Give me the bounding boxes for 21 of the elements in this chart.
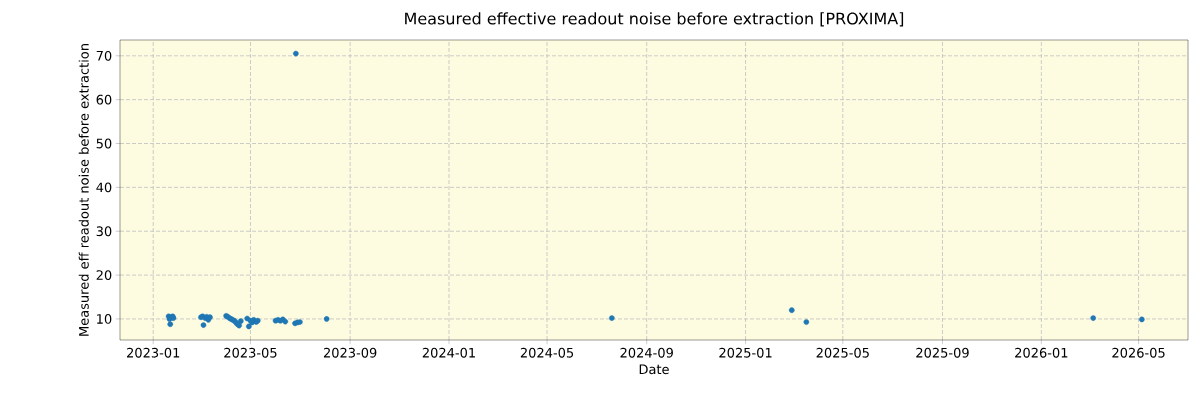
x-tick-label: 2026-01	[1015, 347, 1068, 358]
y-tick-label: 40	[96, 182, 112, 193]
chart-title: Measured effective readout noise before extraction [PROXIMA]	[405, 12, 904, 27]
x-tick-label: 2024-09	[620, 347, 673, 358]
y-axis-title: Measured eff readout noise before extraction	[78, 44, 89, 336]
x-tick-label: 2023-09	[323, 347, 377, 358]
x-tick-label: 2026-05	[1112, 347, 1165, 358]
x-tick-label: 2025-09	[916, 347, 969, 358]
y-tick-label: 20	[96, 270, 112, 281]
y-tick-label: 50	[96, 138, 112, 149]
y-tick-label: 60	[96, 94, 112, 105]
x-tick-label: 2025-05	[816, 347, 869, 358]
y-tick-label: 30	[96, 226, 112, 237]
x-tick-label: 2024-01	[422, 347, 475, 358]
x-tick-label: 2025-01	[719, 347, 772, 358]
x-tick-label: 2023-05	[224, 347, 277, 358]
x-axis-title: Date	[639, 364, 669, 375]
y-tick-label: 70	[96, 50, 112, 61]
x-tick-label: 2023-01	[127, 347, 180, 358]
x-tick-label: 2024-05	[520, 347, 574, 358]
y-tick-label: 10	[97, 314, 112, 324]
